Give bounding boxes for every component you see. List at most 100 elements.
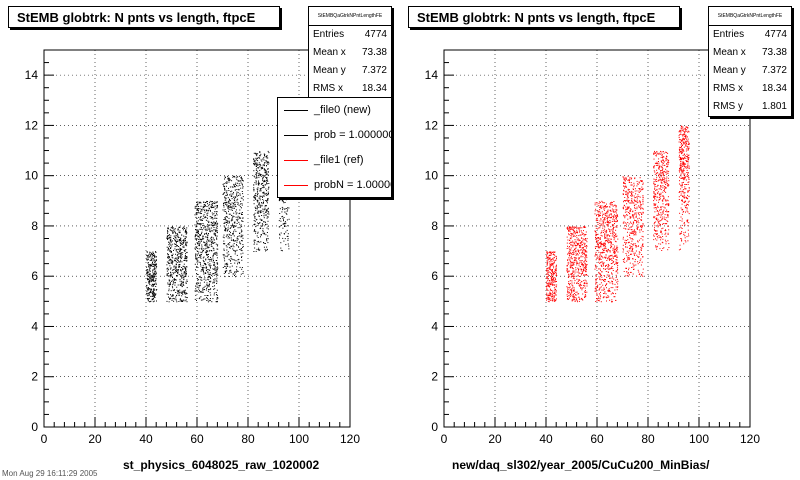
data-point [183,240,185,242]
data-point [262,168,264,169]
data-point [236,189,238,190]
data-point [279,237,280,239]
data-point [661,200,663,202]
data-point [641,235,643,237]
data-point [259,195,261,197]
data-point [663,160,665,162]
data-point [571,284,573,286]
data-point [608,274,610,276]
data-point [153,273,155,275]
data-point [174,246,176,248]
data-point [599,268,601,270]
data-point [586,274,588,276]
data-point [548,257,550,259]
data-point [178,249,180,251]
data-point [606,213,608,215]
data-point [642,246,644,247]
data-point [630,271,632,273]
data-point [170,274,172,276]
data-point [547,285,549,287]
data-point [576,245,578,247]
data-point [202,248,204,250]
data-point [253,158,255,160]
data-point [233,230,235,232]
data-point [267,242,269,244]
data-point [547,280,549,282]
data-point [554,260,556,262]
data-point [603,228,605,230]
data-point [256,207,258,209]
data-point [282,227,284,229]
data-point [658,158,660,160]
data-point [261,160,263,162]
data-point [595,289,597,291]
data-point [180,249,182,251]
data-point [213,268,215,270]
data-point [224,202,226,204]
data-point [552,291,553,293]
data-point [582,287,584,289]
data-point [612,256,614,258]
data-point [578,239,580,241]
data-point [628,228,630,230]
data-point [605,254,607,256]
data-point [195,288,197,290]
stats-mean-x: 73.38 [361,47,387,58]
data-point [195,283,197,285]
data-point [623,215,625,217]
data-point [203,206,205,208]
data-point [263,181,265,182]
data-point [227,251,229,253]
data-point [581,299,583,300]
data-point [205,267,207,269]
data-point [169,297,171,299]
data-point [257,237,259,238]
data-point [232,273,234,275]
data-point [206,244,208,246]
data-point [595,290,597,292]
data-point [231,217,233,219]
data-point [611,301,613,303]
data-point [550,253,552,255]
data-point [638,205,639,207]
data-point [212,222,213,224]
data-point [209,263,211,265]
data-point [604,278,605,280]
data-point [604,292,606,294]
data-point [231,226,233,228]
data-point [236,249,238,251]
data-point [632,230,634,232]
data-point [656,173,657,175]
data-point [255,197,256,199]
data-point [206,284,208,286]
data-point [606,250,608,252]
data-point [168,301,170,303]
data-point [617,269,618,271]
data-point [642,231,644,233]
data-point [574,259,576,261]
data-point [597,211,599,213]
data-point [181,269,183,271]
data-point [264,243,266,244]
data-point [580,246,581,248]
data-point [666,211,668,213]
data-point [267,228,269,230]
data-point [627,222,629,223]
data-point [569,284,571,286]
data-point [223,225,225,227]
data-point [585,267,587,269]
data-point [550,293,552,295]
data-point [186,256,188,258]
data-point [237,227,239,229]
data-point [614,245,616,247]
data-point [254,220,256,222]
data-point [240,243,242,245]
data-point [603,230,605,232]
data-point [599,242,601,243]
data-point [548,301,550,303]
data-point [599,297,601,299]
data-point [226,256,228,258]
data-point [253,224,255,226]
data-point [167,249,169,251]
data-point [196,254,198,256]
